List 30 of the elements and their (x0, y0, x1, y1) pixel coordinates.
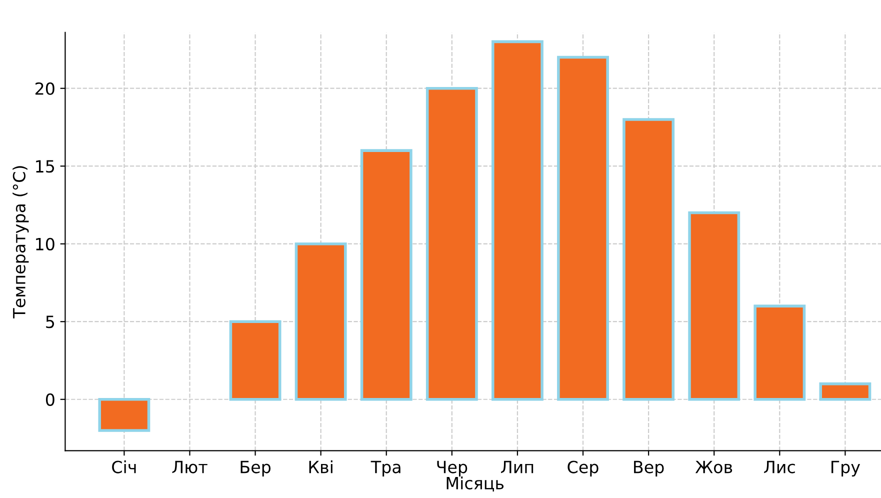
bar (360, 149, 412, 401)
x-tick-label: Вер (634, 460, 664, 477)
bar (819, 382, 872, 401)
bar (98, 398, 150, 432)
x-tick-label: Гру (832, 460, 860, 477)
y-tick-label: 10 (36, 238, 54, 250)
x-tick-label: Тра (370, 460, 400, 477)
x-tick-label: Жов (695, 460, 732, 474)
bar (426, 86, 478, 401)
y-tick-label: 20 (35, 82, 54, 95)
bar (754, 304, 806, 401)
bar (557, 56, 609, 401)
x-tick-label: Бер (240, 460, 270, 477)
y-axis-title: Температура (°C) (12, 166, 29, 318)
x-tick-label: Кві (309, 460, 332, 474)
x-tick-label: Лис (764, 460, 795, 474)
bar (229, 320, 282, 401)
x-tick-label: Лип (501, 460, 534, 474)
x-tick-label: Чер (437, 460, 468, 477)
y-tick-label: 0 (46, 393, 54, 406)
y-tick-label: 5 (46, 316, 54, 328)
x-tick-label: Січ (112, 460, 136, 474)
bar (491, 40, 544, 401)
x-tick-label: Лют (172, 460, 208, 474)
x-axis-title: Місяць (446, 476, 504, 492)
bar (688, 211, 740, 401)
y-tick-label: 15 (36, 160, 54, 173)
x-tick-label: Сер (568, 460, 598, 477)
bar (294, 242, 347, 401)
bar (622, 118, 675, 401)
